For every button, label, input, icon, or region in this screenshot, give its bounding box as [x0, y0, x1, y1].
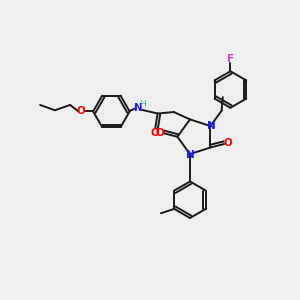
Text: O: O [77, 106, 85, 116]
Text: O: O [224, 138, 232, 148]
Text: O: O [156, 128, 164, 138]
Text: H: H [139, 100, 145, 109]
Text: O: O [150, 128, 159, 138]
Text: N: N [186, 150, 194, 160]
Text: N: N [134, 103, 142, 113]
Text: N: N [207, 121, 215, 131]
Text: F: F [227, 54, 234, 64]
